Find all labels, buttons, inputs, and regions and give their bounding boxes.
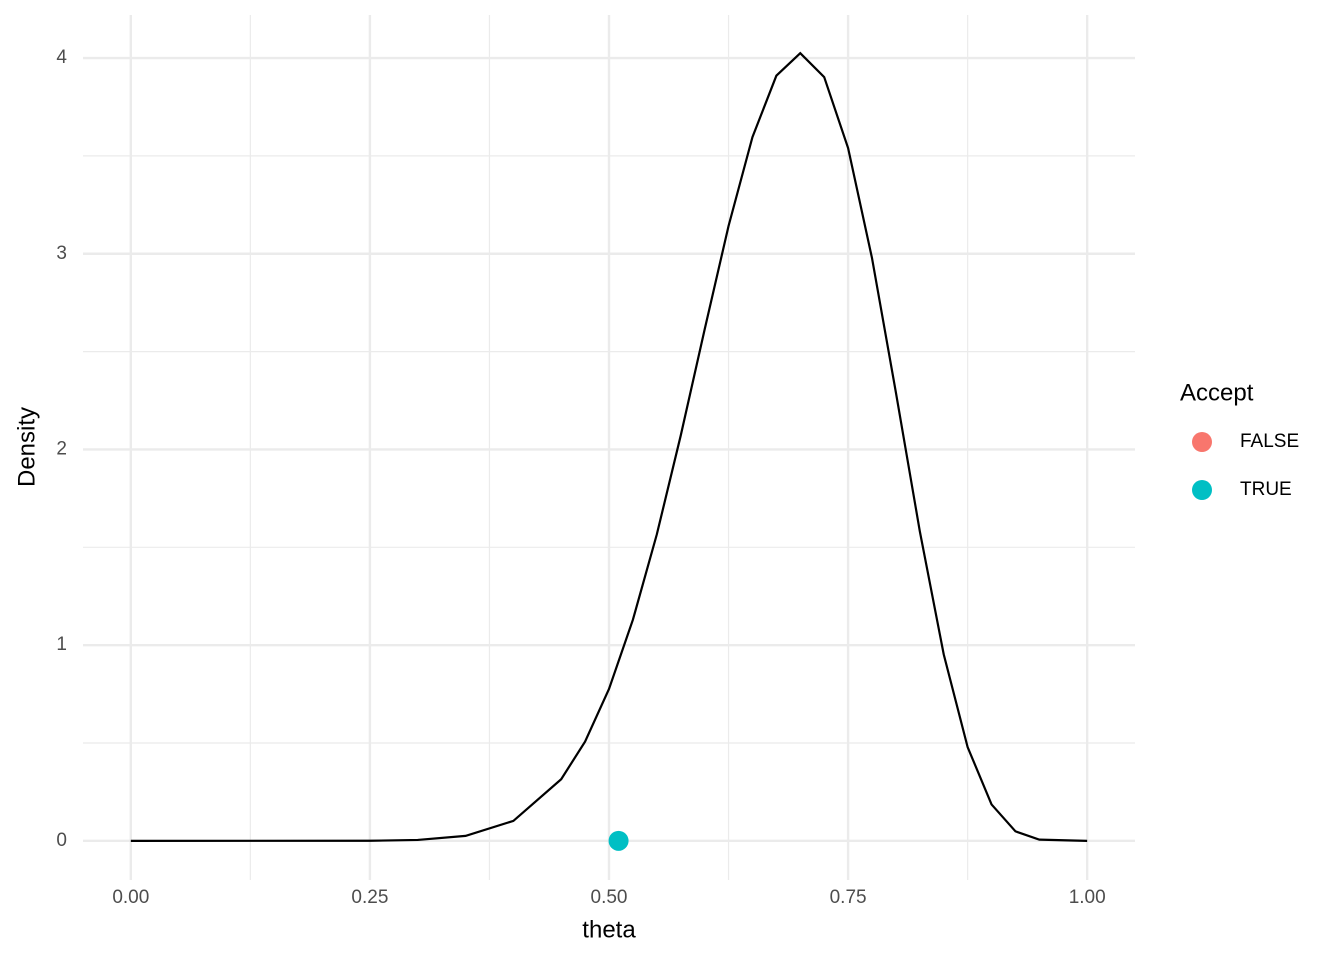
x-tick-label: 0.25 (351, 887, 388, 908)
legend-title: Accept (1180, 379, 1254, 406)
x-tick-label: 0.50 (591, 887, 628, 908)
y-tick-label: 0 (56, 830, 67, 851)
y-axis-title: Density (13, 407, 40, 487)
x-tick-label: 0.75 (830, 887, 867, 908)
y-tick-label: 2 (56, 438, 67, 459)
x-tick-label: 1.00 (1069, 887, 1106, 908)
y-tick-label: 3 (56, 243, 67, 264)
legend-key (1192, 480, 1212, 500)
legend-key (1192, 432, 1212, 452)
point (608, 830, 629, 851)
y-tick-label: 1 (56, 634, 67, 655)
x-axis-title: theta (582, 916, 636, 943)
legend-label: TRUE (1240, 479, 1292, 500)
x-tick-label: 0.00 (112, 887, 149, 908)
legend-label: FALSE (1240, 431, 1299, 452)
y-tick-label: 4 (56, 47, 67, 68)
density-line (130, 51, 1088, 842)
